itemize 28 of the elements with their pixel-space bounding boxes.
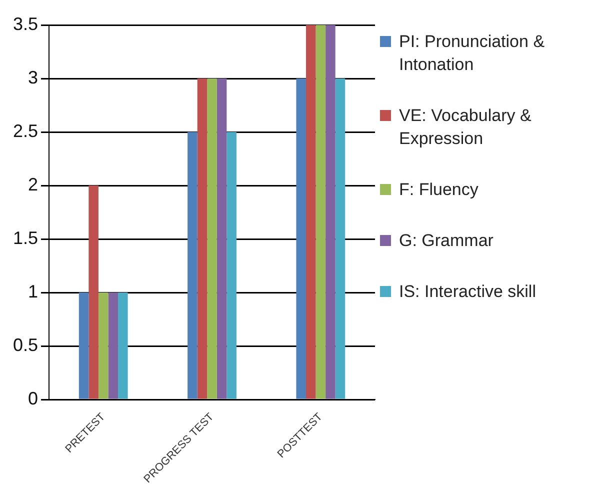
bar: [188, 132, 198, 399]
bar: [118, 292, 128, 399]
bar: [78, 292, 89, 399]
bar: [335, 78, 346, 399]
y-tick-label: 3: [28, 67, 38, 88]
bar: [326, 25, 336, 399]
legend-label: PI: Pronunciation & Intonation: [399, 31, 546, 76]
legend-label: F: Fluency: [399, 179, 478, 201]
bar: [108, 292, 118, 399]
y-tick-label: 2.5: [12, 120, 38, 141]
bar: [306, 25, 316, 399]
legend-label: IS: Interactive skill: [399, 281, 536, 303]
y-tick-label: 1.5: [12, 228, 38, 248]
bar: [88, 186, 98, 399]
y-tick-label: 3.5: [12, 14, 38, 34]
y-tick-label: 2: [28, 174, 38, 194]
bar: [296, 78, 306, 399]
legend-label: G: Grammar: [399, 230, 494, 252]
bar: [226, 132, 236, 399]
bar: [216, 78, 227, 399]
bar: [207, 78, 217, 399]
legend-label: VE: Vocabulary & Expression: [399, 105, 532, 150]
y-tick-label: 0.5: [12, 335, 38, 356]
y-tick-label: 0: [28, 388, 38, 409]
bar: [316, 25, 326, 399]
bar: [197, 78, 208, 399]
bar: [98, 292, 108, 399]
y-tick-label: 1: [28, 282, 38, 302]
